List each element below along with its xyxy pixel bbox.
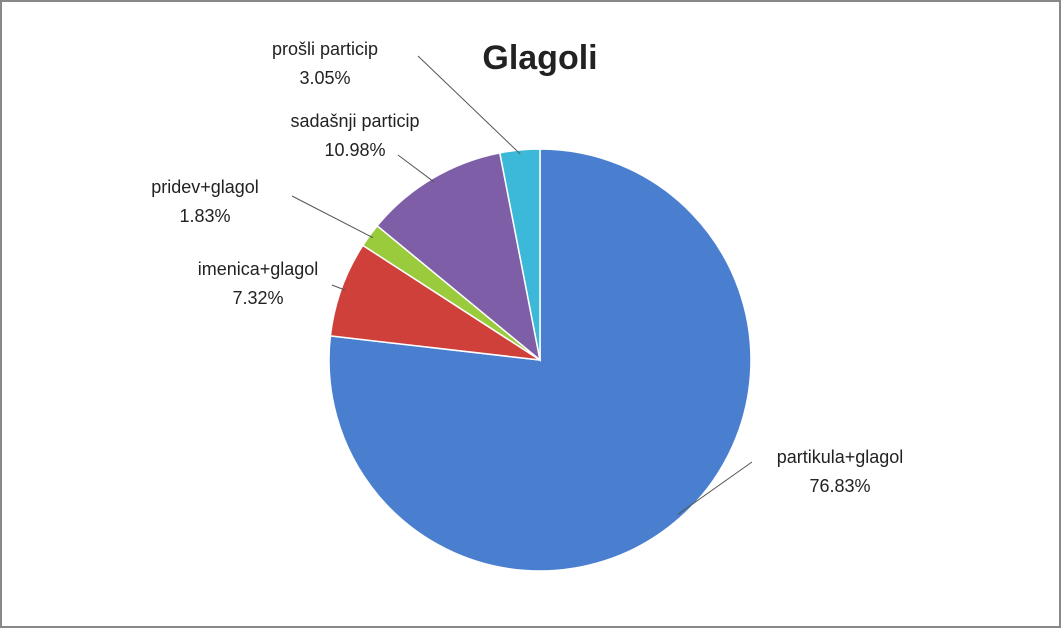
- slice-value-label: 76.83%: [809, 476, 870, 496]
- slice-label: pridev+glagol: [151, 177, 259, 197]
- leader-line: [397, 154, 435, 183]
- slice-label: imenica+glagol: [198, 259, 319, 279]
- chart-title: Glagoli: [482, 39, 597, 77]
- slice-value-label: 1.83%: [179, 206, 230, 226]
- leader-line: [677, 461, 753, 515]
- slice-value-label: 3.05%: [299, 68, 350, 88]
- slice-label: partikula+glagol: [777, 447, 904, 467]
- pie-slice: [498, 148, 541, 361]
- leader-line: [331, 284, 346, 291]
- leader-line: [417, 55, 521, 155]
- slice-label: sadašnji particip: [290, 111, 419, 131]
- pie-slice: [328, 148, 752, 572]
- slice-value-label: 7.32%: [232, 288, 283, 308]
- leader-line: [291, 195, 374, 239]
- pie-slice: [376, 151, 542, 362]
- slice-label: prošli particip: [272, 39, 378, 59]
- slice-value-label: 10.98%: [324, 140, 385, 160]
